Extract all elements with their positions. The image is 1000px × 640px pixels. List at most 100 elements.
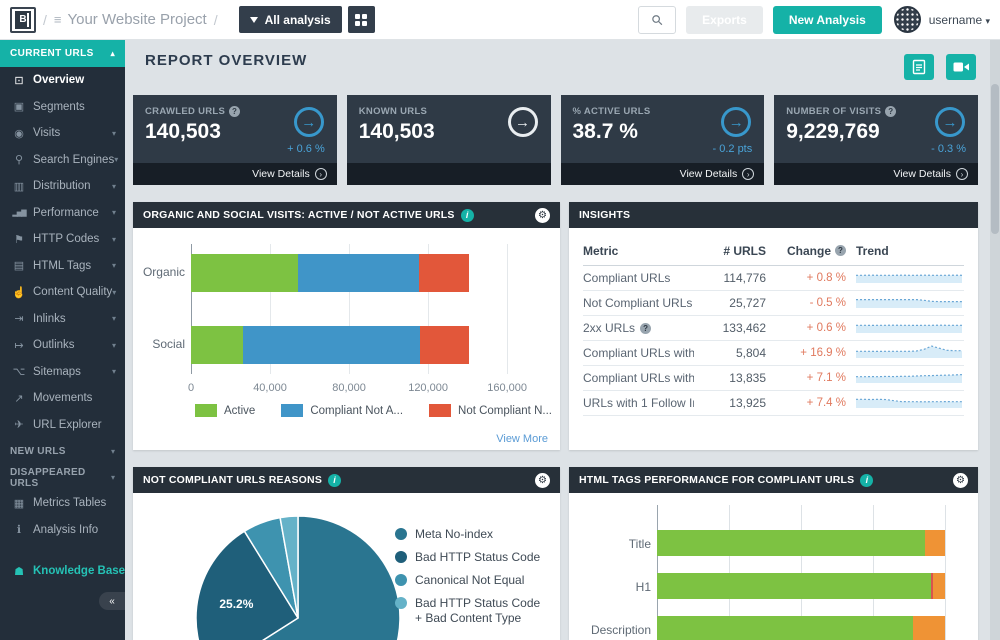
legend-dot <box>395 574 407 586</box>
sidebar-item-metrics-tables[interactable]: ▦ Metrics Tables <box>0 490 125 517</box>
pie-slice[interactable] <box>212 515 401 640</box>
bar-segment[interactable] <box>933 573 945 599</box>
legend-item[interactable]: Meta No-index <box>395 527 543 542</box>
help-icon[interactable]: ? <box>835 245 846 256</box>
bar-segment[interactable] <box>243 326 421 364</box>
help-icon[interactable]: ? <box>640 322 652 334</box>
search-button[interactable]: ⚲ <box>638 5 677 34</box>
sidebar-section-new-urls[interactable]: NEW URLS ▾ <box>0 439 125 464</box>
sidebar-item-knowledge-base[interactable]: ☗ Knowledge Base <box>0 558 125 585</box>
info-icon[interactable]: i <box>860 473 874 487</box>
video-button[interactable] <box>946 54 976 80</box>
help-icon[interactable]: ? <box>229 106 241 117</box>
bar-segment[interactable] <box>913 616 945 640</box>
bar-segment[interactable] <box>930 573 934 599</box>
sidebar-item-outlinks[interactable]: ↦ Outlinks ▾ <box>0 332 125 359</box>
kpi-footer[interactable]: View Details › <box>133 163 337 185</box>
bar-segment[interactable] <box>924 530 945 556</box>
gear-icon[interactable]: ⚙ <box>535 207 550 223</box>
export-pdf-button[interactable] <box>904 54 934 80</box>
col-trend: Trend <box>856 243 889 258</box>
circle-arrow-icon[interactable]: → <box>935 107 965 137</box>
sidebar-item-movements[interactable]: ↗ Movements <box>0 385 125 412</box>
insights-row[interactable]: 2xx URLs? 133,462 + 0.6 % <box>583 316 964 341</box>
breadcrumb-project[interactable]: Your Website Project <box>67 11 207 28</box>
legend-item[interactable]: Bad HTTP Status Code <box>395 550 543 565</box>
kpi-footer[interactable]: View Details › <box>560 163 765 185</box>
gear-icon[interactable]: ⚙ <box>953 472 968 488</box>
sidebar-item-label: URL Explorer <box>33 418 102 431</box>
legend-item[interactable]: Active <box>195 404 255 417</box>
chevron-down-icon: ▾ <box>112 287 117 297</box>
trend-cell <box>846 267 964 289</box>
legend-item[interactable]: Not Compliant N... <box>429 404 552 417</box>
sidebar-item-analysis-info[interactable]: ℹ Analysis Info <box>0 517 125 544</box>
legend-item[interactable]: Canonical Not Equal <box>395 573 543 588</box>
sidebar-item-inlinks[interactable]: ⇥ Inlinks ▾ <box>0 306 125 333</box>
all-analysis-button[interactable]: All analysis <box>238 6 342 33</box>
circle-arrow-icon[interactable]: → <box>507 107 538 137</box>
insights-row[interactable]: Compliant URLs with Bad Descri... 13,835 +… <box>583 366 964 391</box>
chevron-down-icon: ▾ <box>111 367 116 377</box>
gridline <box>349 244 351 374</box>
bar-segment[interactable] <box>657 530 925 556</box>
sidebar-item-search-engines[interactable]: ⚲ Search Engines ▾ <box>0 147 125 174</box>
circle-arrow-icon[interactable]: → <box>293 107 324 137</box>
sidebar-section-current-urls[interactable]: CURRENT URLS ▴ <box>0 40 125 67</box>
insights-row[interactable]: Compliant URLs with Bad H1 5,804 + 16.9 % <box>583 341 964 366</box>
scrollbar[interactable] <box>990 40 1000 640</box>
tags-chart: Title H1 Description <box>569 493 978 640</box>
kpi-footer[interactable]: View Details › <box>774 163 978 185</box>
gear-icon[interactable]: ⚙ <box>535 472 550 488</box>
sidebar-collapse-button[interactable]: « <box>99 592 125 610</box>
sidebar-item-performance[interactable]: ▂▅▇ Performance ▾ <box>0 200 125 227</box>
project-menu-icon[interactable]: ≡ <box>53 12 62 27</box>
logo-letter: B <box>15 10 31 29</box>
bar-segment[interactable] <box>420 326 469 364</box>
info-icon[interactable]: i <box>460 208 474 222</box>
insights-row[interactable]: URLs with 1 Follow Inlink 13,925 + 7.4 % <box>583 391 964 416</box>
sidebar-item-distribution[interactable]: ▥ Distribution ▾ <box>0 173 125 200</box>
new-analysis-button[interactable]: New Analysis <box>772 5 882 34</box>
kpi-value: 140,503 <box>358 120 435 143</box>
username-label: username <box>928 12 983 27</box>
scrollbar-thumb[interactable] <box>991 84 999 234</box>
user-menu[interactable]: username ▾ <box>929 13 990 27</box>
trend-sparkline <box>856 374 963 383</box>
legend-item[interactable]: Bad HTTP Status Code + Bad Content Type <box>395 596 543 626</box>
insights-row[interactable]: Not Compliant URLs 25,727 - 0.5 % <box>583 291 964 316</box>
view-more-link[interactable]: View More <box>496 433 548 445</box>
sidebar-item-content-quality[interactable]: ☝ Content Quality ▾ <box>0 279 125 306</box>
legend-item[interactable]: Compliant Not A... <box>281 404 403 417</box>
exports-button[interactable]: Exports <box>686 5 763 34</box>
pie-slice[interactable] <box>195 530 300 640</box>
help-icon[interactable]: ? <box>885 106 897 117</box>
category-label: H1 <box>635 580 651 594</box>
kpi-card-number-of-visits: NUMBER OF VISITS? 9,229,769 → - 0.3 % View D… <box>774 95 978 185</box>
avatar[interactable] <box>893 6 921 33</box>
kpi-label-text: KNOWN URLS <box>358 106 428 117</box>
bar-segment[interactable] <box>191 254 298 292</box>
table-icon: ▦ <box>13 497 25 510</box>
circle-arrow-icon[interactable]: → <box>721 107 752 137</box>
bar-segment[interactable] <box>297 254 420 292</box>
sidebar-item-overview[interactable]: ⊡ Overview <box>0 67 125 94</box>
sidebar-item-url-explorer[interactable]: ✈ URL Explorer <box>0 412 125 439</box>
kpi-cards: CRAWLED URLS? 140,503 → + 0.6 % View Details… <box>133 95 978 185</box>
insights-row[interactable]: Compliant URLs 114,776 + 0.8 % <box>583 266 964 291</box>
botify-logo[interactable]: B <box>10 6 36 33</box>
bar-segment[interactable] <box>419 254 469 292</box>
bar-segment[interactable] <box>191 326 244 364</box>
sidebar-item-sitemaps[interactable]: ⌥ Sitemaps ▾ <box>0 359 125 386</box>
sidebar-item-http-codes[interactable]: ⚑ HTTP Codes ▾ <box>0 226 125 253</box>
apps-grid-button[interactable] <box>347 6 375 33</box>
sidebar-item-visits[interactable]: ◉ Visits ▾ <box>0 120 125 147</box>
sidebar-section-disappeared-urls[interactable]: DISAPPEARED URLS ▾ <box>0 465 125 490</box>
chevron-down-icon: ▾ <box>111 340 116 350</box>
info-icon[interactable]: i <box>328 473 342 487</box>
bar-segment[interactable] <box>657 616 914 640</box>
sidebar-item-html-tags[interactable]: ▤ HTML Tags ▾ <box>0 253 125 280</box>
pie-slice[interactable] <box>279 515 299 619</box>
bar-segment[interactable] <box>657 573 931 599</box>
sidebar-item-segments[interactable]: ▣ Segments <box>0 94 125 121</box>
